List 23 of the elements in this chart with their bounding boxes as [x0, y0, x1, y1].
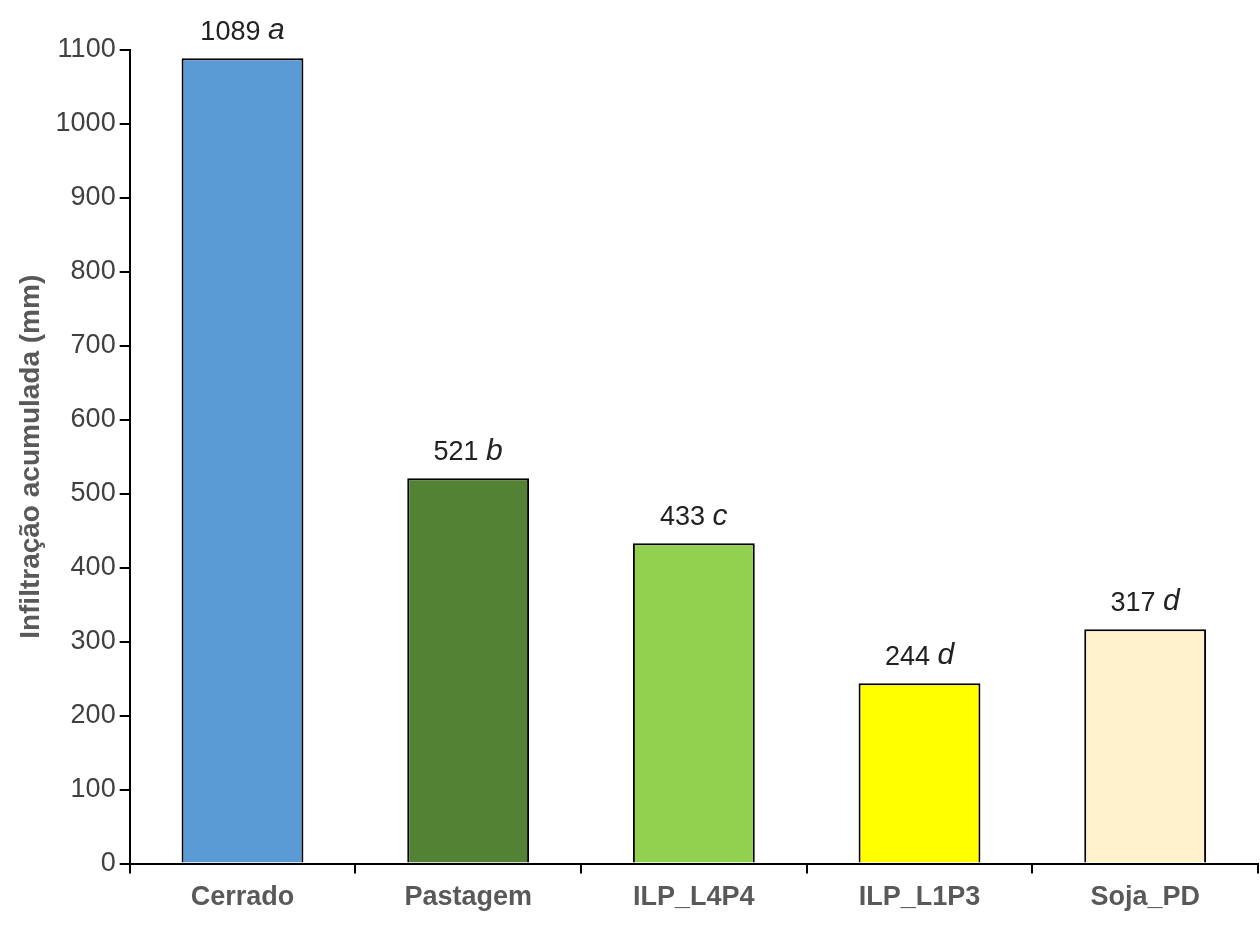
data-label: 244 d — [884, 637, 956, 672]
data-label: 317 d — [1110, 583, 1182, 618]
y-tick-label: 600 — [70, 403, 116, 434]
y-tick-label: 0 — [100, 847, 116, 878]
x-tick-label: Cerrado — [190, 881, 295, 912]
x-tick-label: ILP_L4P4 — [633, 881, 755, 912]
x-tick-label: Pastagem — [404, 881, 532, 912]
y-tick-label: 200 — [70, 699, 116, 730]
y-tick-label: 100 — [70, 773, 116, 804]
data-label: 521 b — [433, 432, 503, 467]
y-axis-title: Infiltração acumulada (mm) — [13, 274, 45, 639]
y-tick-label: 1100 — [57, 33, 116, 64]
x-tick-label: ILP_L1P3 — [858, 881, 981, 912]
data-label: 1089 a — [200, 12, 285, 47]
y-tick-label: 700 — [70, 329, 116, 360]
y-tick-label: 500 — [70, 477, 116, 508]
x-tick-label: Soja_PD — [1090, 881, 1200, 912]
data-label: 433 c — [660, 497, 728, 532]
y-tick-label: 800 — [70, 255, 116, 286]
y-tick-label: 300 — [70, 625, 116, 656]
y-tick-label: 1000 — [55, 107, 116, 138]
y-tick-label: 400 — [70, 551, 116, 582]
y-tick-label: 900 — [70, 181, 116, 212]
